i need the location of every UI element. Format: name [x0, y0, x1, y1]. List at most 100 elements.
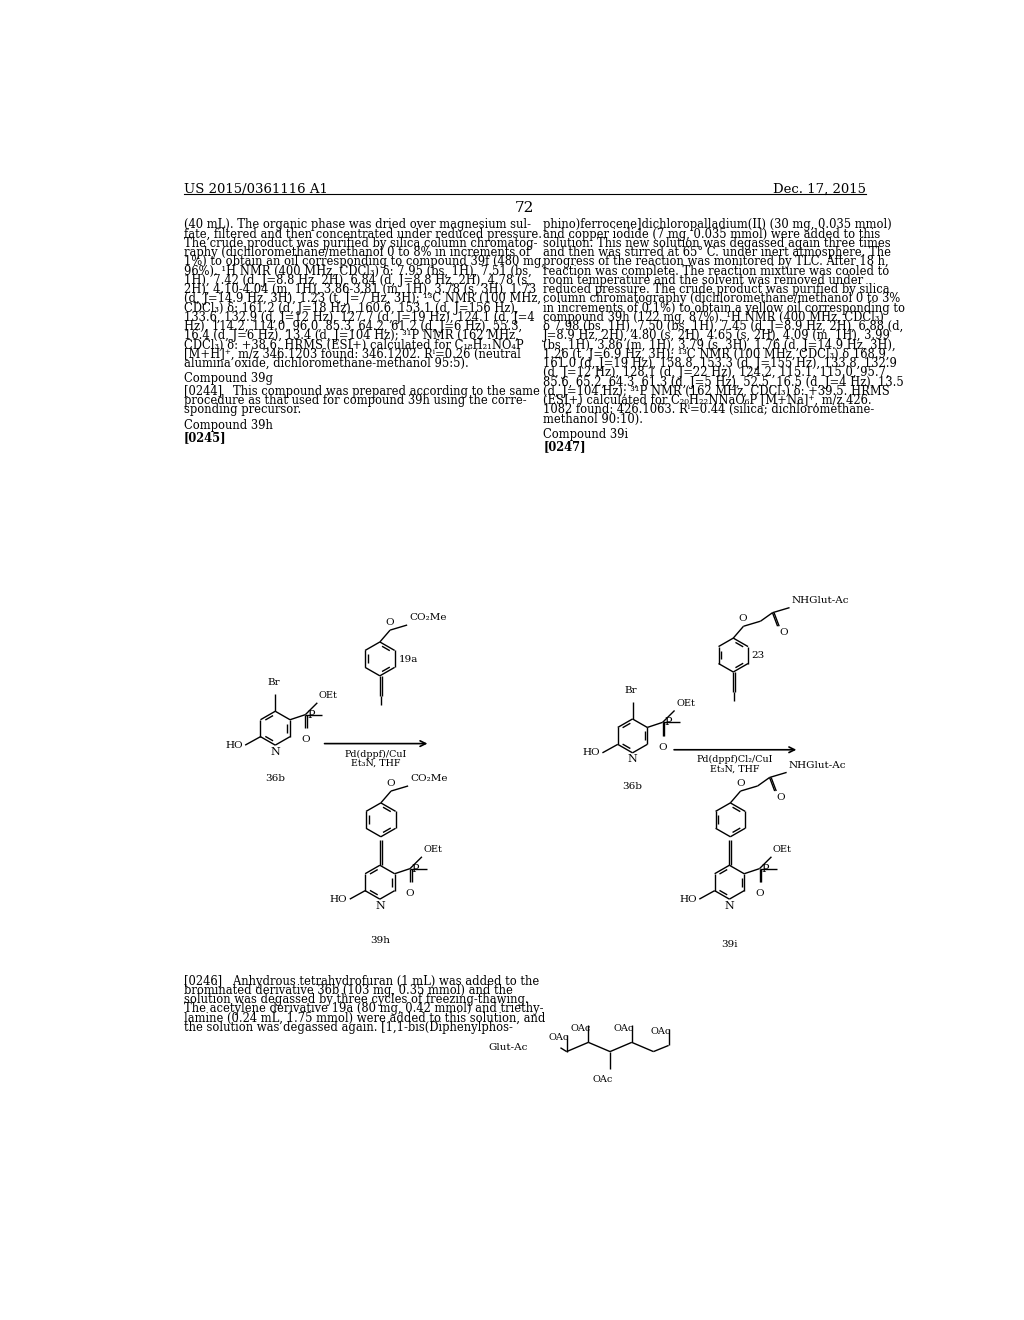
- Text: progress of the reaction was monitored by TLC. After 18 h,: progress of the reaction was monitored b…: [544, 256, 889, 268]
- Text: (d, J=14.9 Hz, 3H), 1.23 (t, J=7 Hz, 3H); ¹³C NMR (100 MHz,: (d, J=14.9 Hz, 3H), 1.23 (t, J=7 Hz, 3H)…: [183, 293, 541, 305]
- Text: 1%) to obtain an oil corresponding to compound 39f (480 mg,: 1%) to obtain an oil corresponding to co…: [183, 256, 545, 268]
- Text: Br: Br: [625, 686, 637, 696]
- Text: 2H), 4.10-4.04 (m, 1H), 3.86-3.81 (m, 1H), 3.78 (s, 3H), 1.73: 2H), 4.10-4.04 (m, 1H), 3.86-3.81 (m, 1H…: [183, 284, 536, 296]
- Text: P: P: [761, 863, 769, 874]
- Text: brominated derivative 36b (103 mg, 0.35 mmol) and the: brominated derivative 36b (103 mg, 0.35 …: [183, 983, 513, 997]
- Text: OAc: OAc: [570, 1024, 591, 1032]
- Text: CO₂Me: CO₂Me: [410, 612, 447, 622]
- Text: CDCl₃) δ: +38.6. HRMS (ESI+) calculated for C₁₈H₂₁NO₄P: CDCl₃) δ: +38.6. HRMS (ESI+) calculated …: [183, 339, 523, 351]
- Text: phino)ferrocene]dichloropalladium(II) (30 mg, 0.035 mmol): phino)ferrocene]dichloropalladium(II) (3…: [544, 218, 892, 231]
- Text: room temperature and the solvent was removed under: room temperature and the solvent was rem…: [544, 275, 863, 286]
- Text: The crude product was purified by silica column chromatog-: The crude product was purified by silica…: [183, 238, 538, 249]
- Text: N: N: [375, 900, 385, 911]
- Text: solution was degassed by three cycles of freezing-thawing.: solution was degassed by three cycles of…: [183, 993, 528, 1006]
- Text: the solution was degassed again. [1,1-bis(Diphenylphos-: the solution was degassed again. [1,1-bi…: [183, 1020, 513, 1034]
- Text: CO₂Me: CO₂Me: [411, 774, 447, 783]
- Text: P: P: [412, 863, 419, 874]
- Text: 36b: 36b: [265, 775, 286, 783]
- Text: (bs, 1H), 3.86 (m, 1H), 3.79 (s, 3H), 1.76 (d, J=14.9 Hz, 3H),: (bs, 1H), 3.86 (m, 1H), 3.79 (s, 3H), 1.…: [544, 339, 896, 351]
- Text: 72: 72: [515, 201, 535, 215]
- Text: 19a: 19a: [399, 655, 419, 664]
- Text: O: O: [736, 779, 744, 788]
- Text: 39i: 39i: [721, 940, 737, 949]
- Text: reduced pressure. The crude product was purified by silica: reduced pressure. The crude product was …: [544, 284, 890, 296]
- Text: δ 7.98 (bs, 1H), 7.50 (bs, 1H), 7.45 (d, J=8.9 Hz, 2H), 6.88 (d,: δ 7.98 (bs, 1H), 7.50 (bs, 1H), 7.45 (d,…: [544, 321, 903, 333]
- Text: P: P: [665, 717, 672, 727]
- Text: and copper iodide (7 mg, 0.035 mmol) were added to this: and copper iodide (7 mg, 0.035 mmol) wer…: [544, 227, 881, 240]
- Text: column chromatography (dichloromethane/methanol 0 to 3%: column chromatography (dichloromethane/m…: [544, 293, 901, 305]
- Text: HO: HO: [679, 895, 697, 904]
- Text: HO: HO: [583, 748, 600, 758]
- Text: alumina oxide, dichloromethane-methanol 95:5).: alumina oxide, dichloromethane-methanol …: [183, 358, 469, 370]
- Text: methanol 90:10).: methanol 90:10).: [544, 412, 643, 425]
- Text: and then was stirred at 65° C. under inert atmosphere. The: and then was stirred at 65° C. under ine…: [544, 246, 892, 259]
- Text: OEt: OEt: [318, 692, 338, 701]
- Text: (40 mL). The organic phase was dried over magnesium sul-: (40 mL). The organic phase was dried ove…: [183, 218, 530, 231]
- Text: O: O: [385, 618, 394, 627]
- Text: P: P: [307, 710, 314, 719]
- Text: 23: 23: [751, 651, 764, 660]
- Text: NHGlut-Ac: NHGlut-Ac: [788, 762, 847, 770]
- Text: N: N: [628, 755, 637, 764]
- Text: Et₃N, THF: Et₃N, THF: [710, 764, 760, 774]
- Text: Glut-Ac: Glut-Ac: [488, 1043, 528, 1052]
- Text: 36b: 36b: [623, 781, 642, 791]
- Text: 161.0 (d, J=19 Hz), 158.8, 153.3 (d, J=155 Hz), 133.8, 132.9: 161.0 (d, J=19 Hz), 158.8, 153.3 (d, J=1…: [544, 358, 897, 370]
- Text: O: O: [739, 614, 748, 623]
- Text: (d, J=12 Hz), 128.1 (d, J=22 Hz), 124.2, 115.1, 115.0, 95.7,: (d, J=12 Hz), 128.1 (d, J=22 Hz), 124.2,…: [544, 367, 890, 379]
- Text: 133.6, 132.9 (d, J=12 Hz), 127.7 (d, J=19 Hz), 124.1 (d, J=4: 133.6, 132.9 (d, J=12 Hz), 127.7 (d, J=1…: [183, 312, 535, 323]
- Text: OAc: OAc: [613, 1024, 634, 1032]
- Text: OEt: OEt: [424, 846, 442, 854]
- Text: HO: HO: [225, 741, 243, 750]
- Text: O: O: [776, 792, 784, 801]
- Text: O: O: [658, 743, 667, 752]
- Text: 96%). ¹H NMR (400 MHz, CDCl₃) δ: 7.95 (bs, 1H), 7.51 (bs,: 96%). ¹H NMR (400 MHz, CDCl₃) δ: 7.95 (b…: [183, 264, 531, 277]
- Text: N: N: [725, 900, 734, 911]
- Text: US 2015/0361116 A1: US 2015/0361116 A1: [183, 183, 328, 197]
- Text: Pd(dppf)Cl₂/CuI: Pd(dppf)Cl₂/CuI: [696, 755, 773, 764]
- Text: J=8.9 Hz, 2H), 4.80 (s, 2H), 4.65 (s, 2H), 4.09 (m, 1H), 3.99: J=8.9 Hz, 2H), 4.80 (s, 2H), 4.65 (s, 2H…: [544, 330, 891, 342]
- Text: O: O: [406, 890, 415, 898]
- Text: NHGlut-Ac: NHGlut-Ac: [792, 597, 849, 606]
- Text: OAc: OAc: [650, 1027, 671, 1036]
- Text: [0244]   This compound was prepared according to the same: [0244] This compound was prepared accord…: [183, 385, 540, 397]
- Text: Compound 39h: Compound 39h: [183, 418, 272, 432]
- Text: O: O: [779, 628, 787, 636]
- Text: 1H), 7.42 (d, J=8.8 Hz, 2H), 6.84 (d, J=8.8 Hz, 2H), 4.78 (s,: 1H), 7.42 (d, J=8.8 Hz, 2H), 6.84 (d, J=…: [183, 275, 530, 286]
- Text: [0247]: [0247]: [544, 441, 586, 453]
- Text: [0245]: [0245]: [183, 430, 226, 444]
- Text: 39h: 39h: [370, 936, 390, 945]
- Text: [0246]   Anhydrous tetrahydrofuran (1 mL) was added to the: [0246] Anhydrous tetrahydrofuran (1 mL) …: [183, 974, 539, 987]
- Text: 16.4 (d, J=6 Hz), 13.4 (d, J=104 Hz); ³¹P NMR (162 MHz,: 16.4 (d, J=6 Hz), 13.4 (d, J=104 Hz); ³¹…: [183, 330, 518, 342]
- Text: N: N: [270, 747, 281, 756]
- Text: OAc: OAc: [549, 1034, 569, 1041]
- Text: OEt: OEt: [773, 846, 792, 854]
- Text: (ESI+) calculated for C₂₀H₂₂NNaO₆P [M+Na]⁺, m/z 426.: (ESI+) calculated for C₂₀H₂₂NNaO₆P [M+Na…: [544, 395, 872, 407]
- Text: OAc: OAc: [592, 1074, 612, 1084]
- Text: lamine (0.24 mL, 1.75 mmol) were added to this solution, and: lamine (0.24 mL, 1.75 mmol) were added t…: [183, 1011, 545, 1024]
- Text: Compound 39i: Compound 39i: [544, 428, 629, 441]
- Text: Hz), 114.2, 114.0, 96.0, 85.3, 64.2, 61.2 (d, J=6 Hz), 55.3,: Hz), 114.2, 114.0, 96.0, 85.3, 64.2, 61.…: [183, 321, 522, 333]
- Text: Dec. 17, 2015: Dec. 17, 2015: [773, 183, 866, 197]
- Text: 1.26 (t, J=6.9 Hz, 3H); ¹³C NMR (100 MHz, CDCl₃) δ 168.9,: 1.26 (t, J=6.9 Hz, 3H); ¹³C NMR (100 MHz…: [544, 348, 890, 360]
- Text: Et₃N, THF: Et₃N, THF: [351, 759, 400, 768]
- Text: CDCl₃) δ: 161.2 (d, J=18 Hz), 160.6, 153.1 (d, J=156 Hz),: CDCl₃) δ: 161.2 (d, J=18 Hz), 160.6, 153…: [183, 302, 518, 314]
- Text: procedure as that used for compound 39h using the corre-: procedure as that used for compound 39h …: [183, 395, 526, 407]
- Text: O: O: [301, 735, 309, 744]
- Text: sponding precursor.: sponding precursor.: [183, 404, 301, 416]
- Text: solution. This new solution was degassed again three times: solution. This new solution was degassed…: [544, 238, 891, 249]
- Text: in increments of 0.1%) to obtain a yellow oil corresponding to: in increments of 0.1%) to obtain a yello…: [544, 302, 905, 314]
- Text: reaction was complete. The reaction mixture was cooled to: reaction was complete. The reaction mixt…: [544, 264, 890, 277]
- Text: Compound 39g: Compound 39g: [183, 372, 272, 385]
- Text: raphy (dichloromethane/methanol 0 to 8% in increments of: raphy (dichloromethane/methanol 0 to 8% …: [183, 246, 530, 259]
- Text: (d, J=104 Hz); ³¹P NMR (162 MHz, CDCl₃) δ: +39.5. HRMS: (d, J=104 Hz); ³¹P NMR (162 MHz, CDCl₃) …: [544, 385, 890, 397]
- Text: Br: Br: [267, 678, 280, 688]
- Text: OEt: OEt: [676, 700, 695, 708]
- Text: O: O: [755, 890, 764, 898]
- Text: 85.6, 65.2, 64.3, 61.3 (d, J=5 Hz), 52.5, 16.5 (d, J=4 Hz), 13.5: 85.6, 65.2, 64.3, 61.3 (d, J=5 Hz), 52.5…: [544, 376, 904, 388]
- Text: The acetylene derivative 19a (80 mg, 0.42 mmol) and triethy-: The acetylene derivative 19a (80 mg, 0.4…: [183, 1002, 544, 1015]
- Text: [M+H]⁺, m/z 346.1203 found: 346.1202. Rⁱ=0.26 (neutral: [M+H]⁺, m/z 346.1203 found: 346.1202. Rⁱ…: [183, 348, 520, 360]
- Text: fate, filtered and then concentrated under reduced pressure.: fate, filtered and then concentrated und…: [183, 227, 542, 240]
- Text: O: O: [386, 779, 395, 788]
- Text: compound 39h (122 mg, 87%). ¹H NMR (400 MHz, CDCl₃): compound 39h (122 mg, 87%). ¹H NMR (400 …: [544, 312, 885, 323]
